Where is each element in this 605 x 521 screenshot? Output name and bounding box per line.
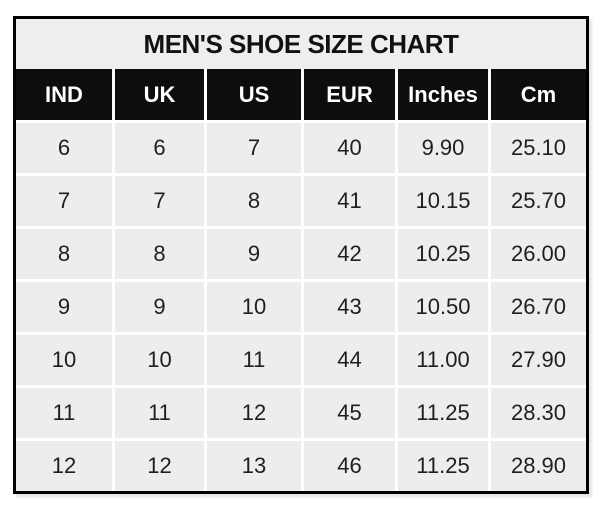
- table-cell: 7: [16, 176, 112, 226]
- table-cell: 13: [207, 441, 301, 491]
- table-cell: 44: [304, 335, 395, 385]
- table-cell: 8: [16, 229, 112, 279]
- size-grid: IND UK US EUR Inches Cm 6 6 7 40 9.90 25…: [16, 69, 586, 491]
- table-cell: 6: [115, 123, 204, 173]
- table-cell: 10.15: [398, 176, 488, 226]
- shoe-size-chart-table: MEN'S SHOE SIZE CHART IND UK US EUR Inch…: [13, 16, 589, 494]
- table-cell: 42: [304, 229, 395, 279]
- col-header-eur: EUR: [304, 69, 395, 120]
- col-header-ind: IND: [16, 69, 112, 120]
- table-cell: 11.25: [398, 441, 488, 491]
- table-cell: 12: [207, 388, 301, 438]
- table-cell: 11: [115, 388, 204, 438]
- col-header-uk: UK: [115, 69, 204, 120]
- table-cell: 6: [16, 123, 112, 173]
- table-cell: 28.30: [491, 388, 586, 438]
- table-cell: 45: [304, 388, 395, 438]
- table-cell: 10.50: [398, 282, 488, 332]
- table-cell: 8: [115, 229, 204, 279]
- table-cell: 9: [16, 282, 112, 332]
- table-cell: 10: [16, 335, 112, 385]
- col-header-inches: Inches: [398, 69, 488, 120]
- chart-title: MEN'S SHOE SIZE CHART: [143, 28, 459, 59]
- table-cell: 46: [304, 441, 395, 491]
- table-cell: 11: [207, 335, 301, 385]
- table-cell: 43: [304, 282, 395, 332]
- table-cell: 7: [115, 176, 204, 226]
- table-cell: 40: [304, 123, 395, 173]
- table-cell: 25.70: [491, 176, 586, 226]
- table-cell: 8: [207, 176, 301, 226]
- col-header-cm: Cm: [491, 69, 586, 120]
- table-cell: 11.25: [398, 388, 488, 438]
- table-cell: 7: [207, 123, 301, 173]
- table-cell: 41: [304, 176, 395, 226]
- table-cell: 28.90: [491, 441, 586, 491]
- table-cell: 9.90: [398, 123, 488, 173]
- table-cell: 9: [207, 229, 301, 279]
- table-cell: 10.25: [398, 229, 488, 279]
- table-cell: 27.90: [491, 335, 586, 385]
- table-cell: 10: [115, 335, 204, 385]
- table-cell: 11.00: [398, 335, 488, 385]
- table-cell: 12: [16, 441, 112, 491]
- chart-title-row: MEN'S SHOE SIZE CHART: [16, 19, 586, 69]
- table-cell: 12: [115, 441, 204, 491]
- table-cell: 11: [16, 388, 112, 438]
- col-header-us: US: [207, 69, 301, 120]
- table-cell: 25.10: [491, 123, 586, 173]
- table-cell: 9: [115, 282, 204, 332]
- table-cell: 26.70: [491, 282, 586, 332]
- table-cell: 26.00: [491, 229, 586, 279]
- table-cell: 10: [207, 282, 301, 332]
